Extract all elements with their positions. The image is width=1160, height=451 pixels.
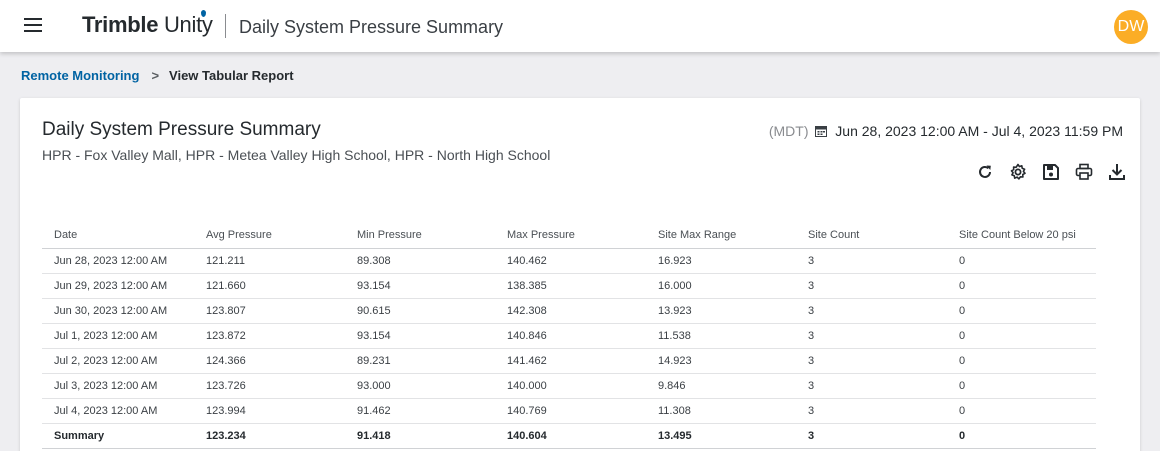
cell-min-pressure: 93.000 [345, 373, 495, 399]
settings-icon[interactable] [1008, 162, 1028, 182]
cell-date: Jul 1, 2023 12:00 AM [42, 323, 194, 349]
cell-site-count: 3 [796, 323, 947, 349]
header-divider [225, 14, 226, 38]
breadcrumb-current: View Tabular Report [169, 68, 294, 83]
column-header-site-count[interactable]: Site Count [796, 223, 947, 249]
cell-max-pressure: 142.308 [495, 298, 646, 324]
cell-avg-pressure: 123.872 [194, 323, 345, 349]
print-icon[interactable] [1074, 162, 1094, 182]
cell-min-pressure: 93.154 [345, 323, 495, 349]
table-row: Jun 28, 2023 12:00 AM 121.211 89.308 140… [42, 248, 1096, 274]
table-row: Jul 2, 2023 12:00 AM 124.366 89.231 141.… [42, 348, 1096, 374]
cell-min-pressure: 89.308 [345, 248, 495, 274]
brand-name-light: Unity [163, 12, 213, 37]
cell-site-max-range: 9.846 [646, 373, 796, 399]
column-header-site-max-range[interactable]: Site Max Range [646, 223, 796, 249]
cell-avg-pressure: 124.366 [194, 348, 345, 374]
cell-avg-pressure: 123.726 [194, 373, 345, 399]
column-header-max-pressure[interactable]: Max Pressure [495, 223, 646, 249]
cell-site-count-below-20-psi: 0 [947, 298, 1096, 324]
table-row: Jun 30, 2023 12:00 AM 123.807 90.615 142… [42, 298, 1096, 324]
cell-site-count: 3 [796, 373, 947, 399]
cell-site-count-below-20-psi: 0 [947, 323, 1096, 349]
breadcrumb: Remote Monitoring > View Tabular Report [21, 68, 294, 83]
cell-site-max-range: 14.923 [646, 348, 796, 374]
cell-max-pressure: 138.385 [495, 273, 646, 299]
cell-site-count-below-20-psi: 0 [947, 373, 1096, 399]
table-row: Jul 4, 2023 12:00 AM 123.994 91.462 140.… [42, 398, 1096, 424]
cell-site-max-range: 16.000 [646, 273, 796, 299]
summary-label: Summary [42, 422, 194, 449]
cell-max-pressure: 141.462 [495, 348, 646, 374]
date-range-value: Jun 28, 2023 12:00 AM - Jul 4, 2023 11:5… [835, 123, 1123, 139]
column-header-avg-pressure[interactable]: Avg Pressure [194, 223, 345, 249]
cell-min-pressure: 93.154 [345, 273, 495, 299]
brand-dot-icon [201, 10, 206, 17]
table-row: Jul 1, 2023 12:00 AM 123.872 93.154 140.… [42, 323, 1096, 349]
save-icon[interactable] [1041, 162, 1061, 182]
table-header-row: Date Avg Pressure Min Pressure Max Press… [42, 223, 1096, 249]
cell-max-pressure: 140.846 [495, 323, 646, 349]
cell-site-count-below-20-psi: 0 [947, 398, 1096, 424]
cell-site-count-below-20-psi: 0 [947, 348, 1096, 374]
report-sites: HPR - Fox Valley Mall, HPR - Metea Valle… [42, 147, 551, 163]
breadcrumb-link-remote-monitoring[interactable]: Remote Monitoring [21, 68, 140, 83]
summary-min-pressure: 91.418 [345, 422, 495, 449]
summary-site-count: 3 [796, 422, 947, 449]
date-range[interactable]: (MDT) Jun 28, 2023 12:00 AM - Jul 4, 202… [769, 123, 1123, 139]
report-table: Date Avg Pressure Min Pressure Max Press… [42, 223, 1096, 449]
cell-avg-pressure: 123.994 [194, 398, 345, 424]
user-avatar[interactable]: DW [1114, 10, 1148, 44]
cell-date: Jun 29, 2023 12:00 AM [42, 273, 194, 299]
cell-max-pressure: 140.769 [495, 398, 646, 424]
column-header-date[interactable]: Date [42, 223, 194, 249]
download-icon[interactable] [1107, 162, 1127, 182]
breadcrumb-separator-icon: > [151, 68, 160, 83]
cell-site-count: 3 [796, 273, 947, 299]
cell-date: Jun 30, 2023 12:00 AM [42, 298, 194, 324]
cell-site-count-below-20-psi: 0 [947, 248, 1096, 274]
cell-date: Jun 28, 2023 12:00 AM [42, 248, 194, 274]
summary-max-pressure: 140.604 [495, 422, 646, 449]
summary-site-max-range: 13.495 [646, 422, 796, 449]
table-row: Jun 29, 2023 12:00 AM 121.660 93.154 138… [42, 273, 1096, 299]
cell-site-max-range: 11.308 [646, 398, 796, 424]
cell-min-pressure: 91.462 [345, 398, 495, 424]
summary-row: Summary 123.234 91.418 140.604 13.495 3 … [42, 422, 1096, 449]
brand-name-bold: Trimble [82, 12, 159, 37]
calendar-icon [815, 126, 828, 137]
cell-max-pressure: 140.000 [495, 373, 646, 399]
cell-site-count: 3 [796, 348, 947, 374]
cell-min-pressure: 89.231 [345, 348, 495, 374]
cell-site-count: 3 [796, 298, 947, 324]
report-card: Daily System Pressure Summary HPR - Fox … [20, 98, 1140, 451]
brand-logo[interactable]: Trimble Unity [82, 10, 213, 38]
summary-avg-pressure: 123.234 [194, 422, 345, 449]
cell-date: Jul 4, 2023 12:00 AM [42, 398, 194, 424]
cell-site-max-range: 11.538 [646, 323, 796, 349]
cell-max-pressure: 140.462 [495, 248, 646, 274]
cell-min-pressure: 90.615 [345, 298, 495, 324]
report-title: Daily System Pressure Summary [42, 119, 321, 140]
cell-date: Jul 3, 2023 12:00 AM [42, 373, 194, 399]
table-row: Jul 3, 2023 12:00 AM 123.726 93.000 140.… [42, 373, 1096, 399]
menu-icon[interactable] [24, 18, 42, 34]
summary-site-count-below-20-psi: 0 [947, 422, 1096, 449]
cell-date: Jul 2, 2023 12:00 AM [42, 348, 194, 374]
column-header-min-pressure[interactable]: Min Pressure [345, 223, 495, 249]
cell-site-max-range: 16.923 [646, 248, 796, 274]
cell-site-max-range: 13.923 [646, 298, 796, 324]
timezone-label: (MDT) [768, 123, 809, 139]
refresh-icon[interactable] [975, 162, 995, 182]
app-title: Daily System Pressure Summary [239, 17, 504, 37]
cell-site-count: 3 [796, 398, 947, 424]
column-header-site-count-below-20-psi[interactable]: Site Count Below 20 psi [947, 223, 1096, 249]
cell-site-count: 3 [796, 248, 947, 274]
cell-avg-pressure: 121.211 [194, 248, 345, 274]
cell-site-count-below-20-psi: 0 [947, 273, 1096, 299]
top-app-bar: Trimble Unity Daily System Pressure Summ… [0, 0, 1160, 52]
cell-avg-pressure: 121.660 [194, 273, 345, 299]
cell-avg-pressure: 123.807 [194, 298, 345, 324]
